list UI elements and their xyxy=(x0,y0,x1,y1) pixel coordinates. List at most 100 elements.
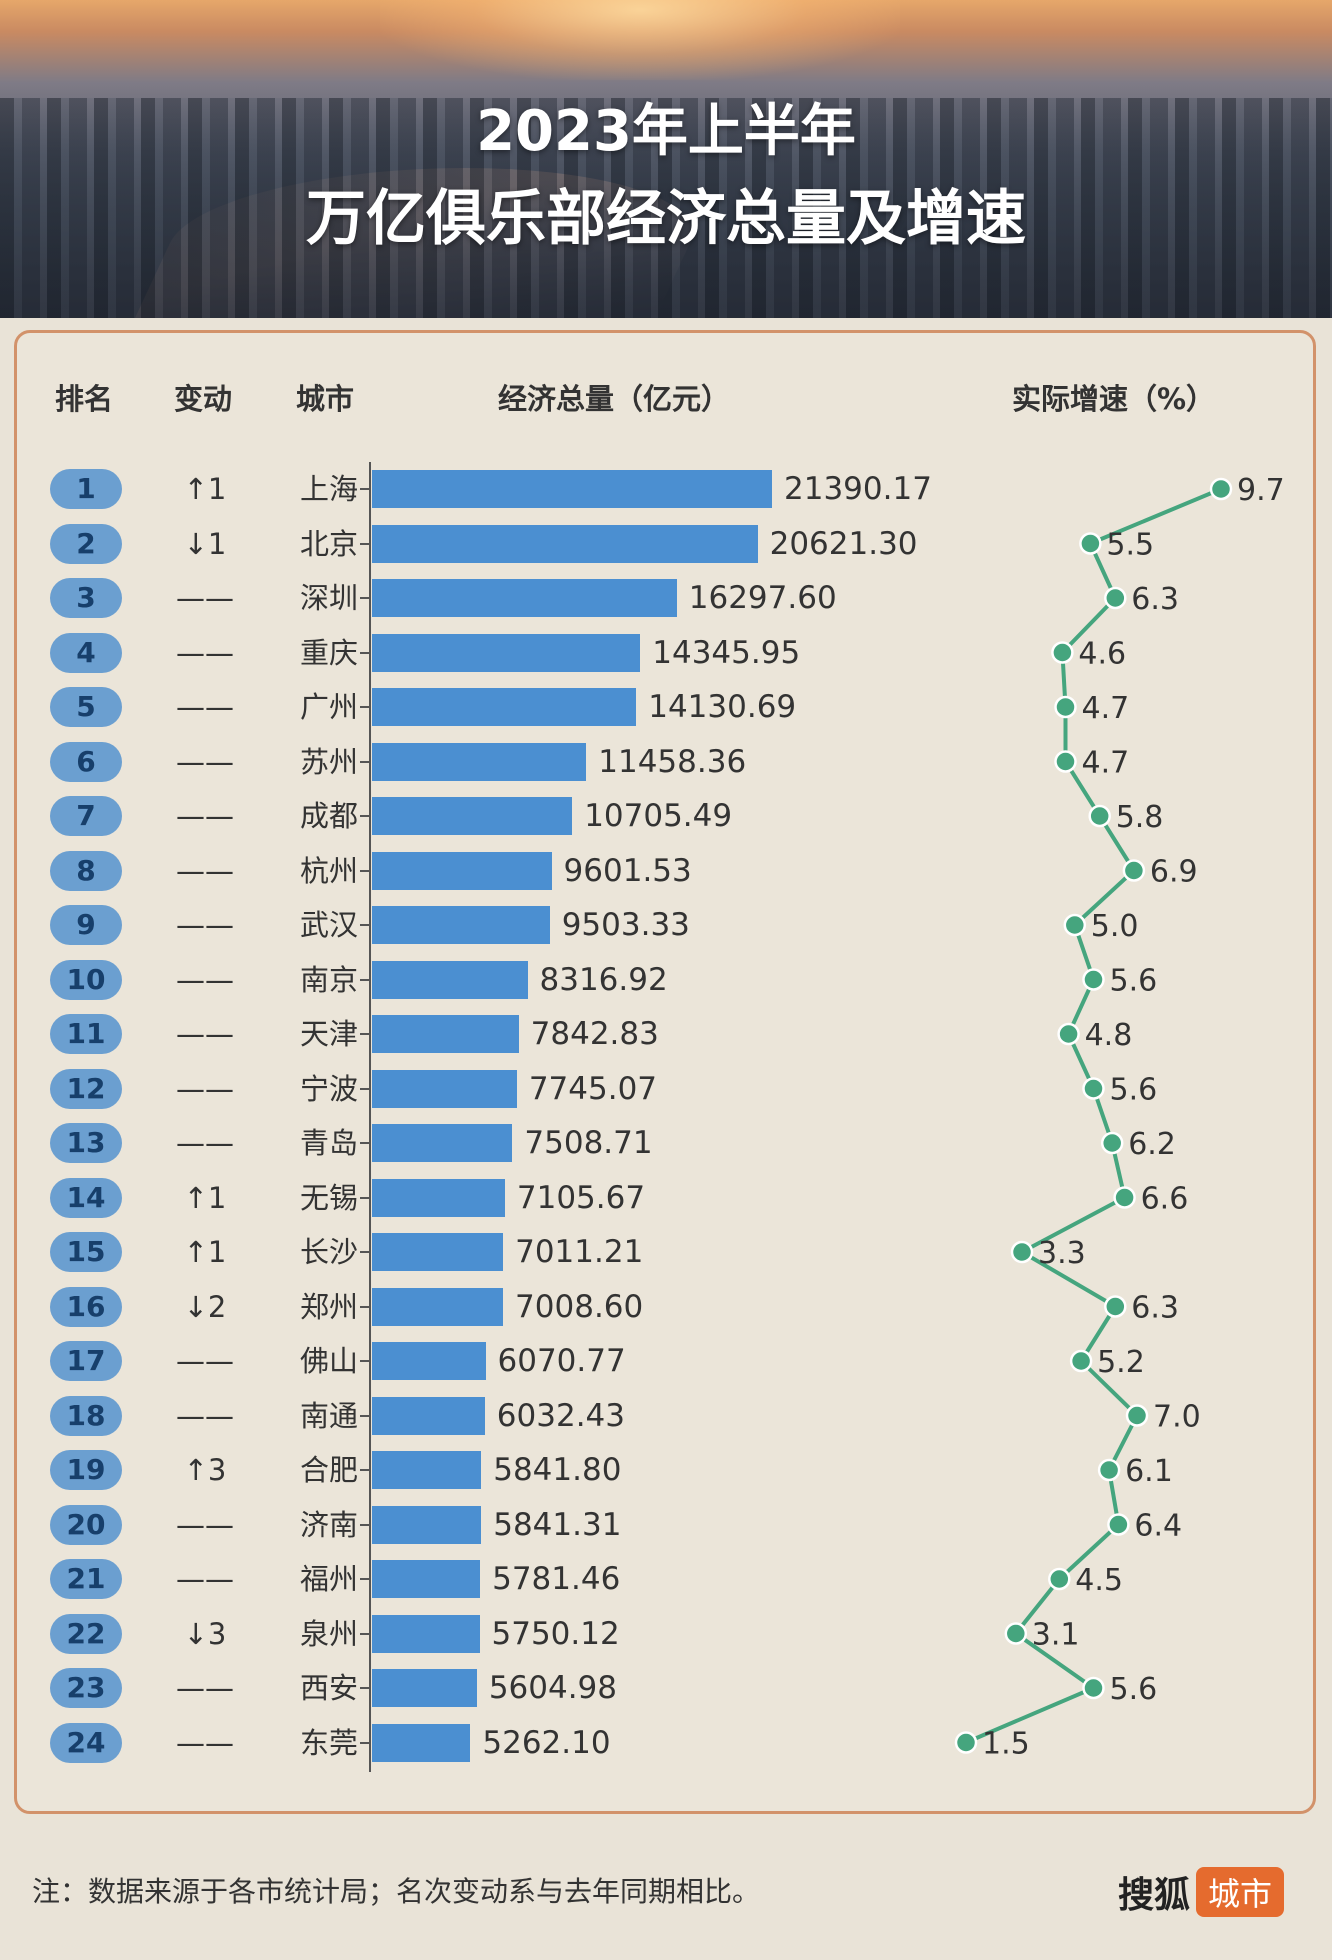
axis-tick xyxy=(360,488,369,490)
gdp-bar xyxy=(372,633,641,672)
city-label: 西安 xyxy=(299,1671,358,1705)
growth-value-label: 9.7 xyxy=(1237,473,1285,508)
chart-row: 7 —— 成都 10705.49 xyxy=(0,796,1332,836)
gdp-value-label: 14130.69 xyxy=(648,689,797,725)
city-label: 南京 xyxy=(299,962,358,997)
chart-row: 19 ↑3 合肥 5841.80 xyxy=(0,1450,1332,1490)
growth-point xyxy=(1100,1131,1124,1155)
axis-tick xyxy=(360,542,369,545)
city-label: 深圳 xyxy=(299,581,358,615)
growth-point xyxy=(1107,1513,1130,1536)
growth-point xyxy=(1082,968,1105,991)
chart-row: 9 —— 武汉 9503.33 xyxy=(0,905,1332,945)
chart-row: 5 —— 广州 14130.69 xyxy=(0,687,1332,727)
growth-value-label: 3.1 xyxy=(1032,1618,1080,1653)
axis-tick xyxy=(360,1523,369,1526)
chart-row: 8 —— 杭州 9601.53 xyxy=(0,850,1332,891)
growth-point xyxy=(1122,859,1146,882)
logo-main-text: 搜狐 xyxy=(1118,1875,1191,1916)
rank-change: ↓1 xyxy=(183,526,227,561)
growth-series-line xyxy=(965,487,1222,1745)
rank-change: —— xyxy=(176,1344,234,1378)
chart-row: 1 ↑1 上海 21390.17 xyxy=(0,469,1332,509)
city-label: 成都 xyxy=(299,799,358,833)
footnote: 注：数据来源于各市统计局；名次变动系与去年同期相比。 xyxy=(32,1875,761,1908)
rank-change: —— xyxy=(176,1671,234,1705)
growth-value-label: 4.7 xyxy=(1082,691,1130,726)
gdp-bar xyxy=(372,579,677,617)
gdp-value-label: 7105.67 xyxy=(516,1179,646,1216)
rank-change: ↓2 xyxy=(183,1289,227,1324)
chart-row: 11 —— 天津 7842.83 xyxy=(0,1014,1332,1054)
city-label: 武汉 xyxy=(299,908,358,942)
sunset-glow xyxy=(380,0,900,80)
chart-row: 4 —— 重庆 14345.95 xyxy=(0,632,1332,673)
rank-change: —— xyxy=(176,908,234,942)
rank-badge: 11 xyxy=(50,1014,122,1054)
rank-change: ↑3 xyxy=(183,1453,227,1487)
growth-value-label: 5.0 xyxy=(1091,909,1139,944)
axis-tick xyxy=(360,924,369,926)
rank-change: ↑1 xyxy=(183,1235,227,1269)
axis-tick xyxy=(360,1687,369,1689)
gdp-bar xyxy=(372,524,758,563)
rank-badge: 18 xyxy=(50,1395,122,1436)
page-title-line1: 2023年上半年 xyxy=(476,99,856,164)
rank-badge: 7 xyxy=(50,796,122,836)
chart-row: 18 —— 南通 6032.43 xyxy=(0,1395,1332,1436)
gdp-bar xyxy=(372,742,587,781)
city-label: 东莞 xyxy=(299,1725,358,1760)
gdp-bar xyxy=(372,1342,486,1380)
growth-point xyxy=(954,1731,978,1754)
axis-tick xyxy=(360,1741,369,1744)
city-label: 长沙 xyxy=(299,1235,358,1269)
rank-badge: 24 xyxy=(50,1722,122,1763)
gdp-bar xyxy=(372,1233,504,1271)
rank-change: ↑1 xyxy=(183,472,227,506)
growth-value-label: 5.6 xyxy=(1110,964,1158,999)
growth-point xyxy=(1051,641,1074,664)
growth-value-label: 4.5 xyxy=(1075,1563,1123,1598)
city-label: 佛山 xyxy=(299,1344,358,1378)
gdp-bar xyxy=(372,1015,519,1053)
growth-value-label: 6.6 xyxy=(1141,1182,1189,1217)
growth-point xyxy=(1082,1077,1105,1100)
axis-tick xyxy=(360,1469,369,1471)
chart-row: 24 —— 东莞 5262.10 xyxy=(0,1722,1332,1763)
rank-change: —— xyxy=(176,962,234,997)
chart-row: 22 ↓3 泉州 5750.12 xyxy=(0,1613,1332,1654)
gdp-value-label: 7745.07 xyxy=(528,1070,658,1107)
gdp-value-label: 9503.33 xyxy=(561,907,690,943)
growth-point xyxy=(1104,586,1127,610)
rank-change: —— xyxy=(176,1071,234,1106)
chart-row: 21 —— 福州 5781.46 xyxy=(0,1559,1332,1599)
city-skyline xyxy=(0,98,1332,318)
axis-tick xyxy=(360,760,369,763)
gdp-bar xyxy=(372,1451,482,1489)
rank-change: ↑1 xyxy=(183,1180,227,1215)
rank-change: —— xyxy=(176,635,234,670)
growth-value-label: 4.6 xyxy=(1078,637,1126,672)
axis-tick xyxy=(360,651,369,654)
logo-sub-badge: 城市 xyxy=(1196,1867,1285,1917)
growth-value-label: 4.8 xyxy=(1085,1018,1133,1053)
rank-badge: 21 xyxy=(50,1559,122,1599)
city-label: 泉州 xyxy=(299,1616,358,1651)
growth-value-label: 5.6 xyxy=(1110,1672,1158,1707)
gdp-value-label: 6070.77 xyxy=(497,1343,626,1379)
rank-change: —— xyxy=(176,744,234,779)
gdp-value-label: 6032.43 xyxy=(496,1397,625,1434)
city-label: 福州 xyxy=(299,1562,358,1596)
city-label: 广州 xyxy=(299,690,358,724)
city-label: 杭州 xyxy=(299,853,358,888)
growth-point xyxy=(1125,1404,1149,1427)
rank-change: —— xyxy=(176,690,234,724)
gdp-bar xyxy=(372,688,637,726)
gdp-value-label: 14345.95 xyxy=(652,634,801,671)
gdp-value-label: 7008.60 xyxy=(515,1288,644,1325)
city-label: 青岛 xyxy=(299,1126,358,1160)
city-label: 苏州 xyxy=(299,744,358,779)
growth-value-label: 5.8 xyxy=(1116,800,1164,835)
growth-point xyxy=(1048,1567,1071,1591)
rank-badge: 2 xyxy=(50,523,122,564)
